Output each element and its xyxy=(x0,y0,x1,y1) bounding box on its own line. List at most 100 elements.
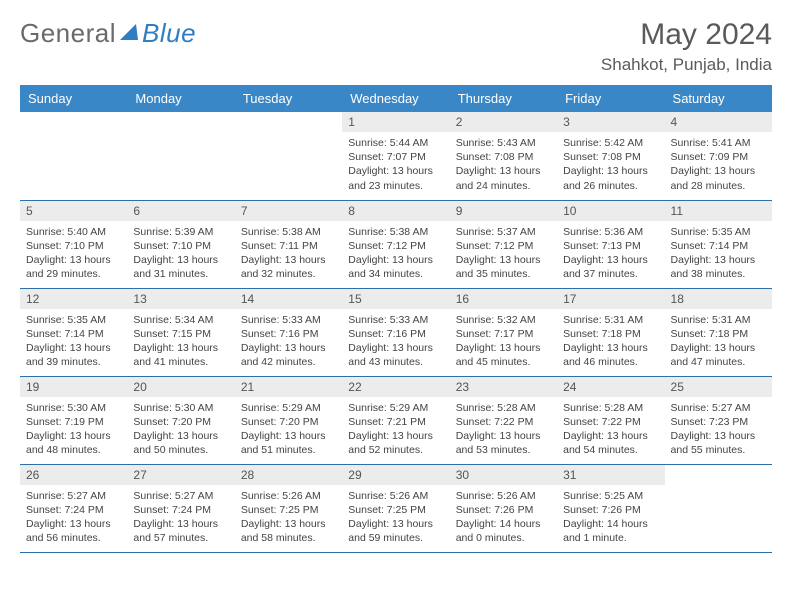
day-details: Sunrise: 5:29 AM Sunset: 7:20 PM Daylight:… xyxy=(235,397,342,464)
calendar-cell: 14Sunrise: 5:33 AMSunset: 7:16 PMDayligh… xyxy=(235,288,342,376)
sunrise-line: Sunrise: 5:26 AM xyxy=(348,490,428,502)
weekday-header: Saturday xyxy=(665,85,772,112)
daylight-line: Daylight: 13 hours and 35 minutes. xyxy=(456,254,541,280)
day-details: Sunrise: 5:28 AM Sunset: 7:22 PM Daylight:… xyxy=(557,397,664,464)
day-details: Sunrise: 5:26 AMSunset: 7:26 PMDaylight:… xyxy=(450,485,557,552)
calendar-cell: 24Sunrise: 5:28 AMSunset: 7:22 PMDayligh… xyxy=(557,376,664,464)
day-number: 19 xyxy=(20,377,127,397)
sunset-line: Sunset: 7:21 PM xyxy=(348,416,426,428)
daylight-line: Daylight: 13 hours and 54 minutes. xyxy=(563,430,648,456)
sunrise-line: Sunrise: 5:29 AM xyxy=(241,402,321,414)
calendar-cell: 9Sunrise: 5:37 AMSunset: 7:12 PMDaylight… xyxy=(450,200,557,288)
calendar-cell: 8Sunrise: 5:38 AMSunset: 7:12 PMDaylight… xyxy=(342,200,449,288)
day-number: 15 xyxy=(342,289,449,309)
calendar-row: 12Sunrise: 5:35 AMSunset: 7:14 PMDayligh… xyxy=(20,288,772,376)
day-details: Sunrise: 5:26 AMSunset: 7:25 PMDaylight:… xyxy=(235,485,342,552)
sunrise-line: Sunrise: 5:26 AM xyxy=(456,490,536,502)
daylight-line: Daylight: 13 hours and 51 minutes. xyxy=(241,430,326,456)
sunrise-line: Sunrise: 5:29 AM xyxy=(348,402,428,414)
sunset-line: Sunset: 7:20 PM xyxy=(241,416,319,428)
sunset-line: Sunset: 7:18 PM xyxy=(671,328,749,340)
day-number: 30 xyxy=(450,465,557,485)
weekday-header: Tuesday xyxy=(235,85,342,112)
daylight-line: Daylight: 13 hours and 26 minutes. xyxy=(563,165,648,191)
sunset-line: Sunset: 7:18 PM xyxy=(563,328,641,340)
day-number: 22 xyxy=(342,377,449,397)
sunrise-line: Sunrise: 5:33 AM xyxy=(241,314,321,326)
sunset-line: Sunset: 7:20 PM xyxy=(133,416,211,428)
calendar-cell: 28Sunrise: 5:26 AMSunset: 7:25 PMDayligh… xyxy=(235,464,342,552)
calendar-row: 26Sunrise: 5:27 AMSunset: 7:24 PMDayligh… xyxy=(20,464,772,552)
sunset-line: Sunset: 7:19 PM xyxy=(26,416,104,428)
weekday-header: Sunday xyxy=(20,85,127,112)
sunset-line: Sunset: 7:14 PM xyxy=(26,328,104,340)
logo: General Blue xyxy=(20,18,196,49)
daylight-line: Daylight: 13 hours and 43 minutes. xyxy=(348,342,433,368)
day-number: 29 xyxy=(342,465,449,485)
day-details: Sunrise: 5:41 AMSunset: 7:09 PMDaylight:… xyxy=(665,132,772,199)
sunset-line: Sunset: 7:24 PM xyxy=(26,504,104,516)
daylight-line: Daylight: 13 hours and 23 minutes. xyxy=(348,165,433,191)
daylight-line: Daylight: 13 hours and 58 minutes. xyxy=(241,518,326,544)
daylight-line: Daylight: 13 hours and 28 minutes. xyxy=(671,165,756,191)
day-number: 23 xyxy=(450,377,557,397)
daylight-line: Daylight: 13 hours and 47 minutes. xyxy=(671,342,756,368)
calendar-row: 5Sunrise: 5:40 AMSunset: 7:10 PMDaylight… xyxy=(20,200,772,288)
day-number: 5 xyxy=(20,201,127,221)
sunset-line: Sunset: 7:26 PM xyxy=(563,504,641,516)
day-details: Sunrise: 5:30 AMSunset: 7:20 PMDaylight:… xyxy=(127,397,234,464)
sunset-line: Sunset: 7:16 PM xyxy=(348,328,426,340)
day-number: 7 xyxy=(235,201,342,221)
calendar-cell: 30Sunrise: 5:26 AMSunset: 7:26 PMDayligh… xyxy=(450,464,557,552)
day-number: 2 xyxy=(450,112,557,132)
title-block: May 2024 Shahkot, Punjab, India xyxy=(601,18,772,75)
weekday-header: Monday xyxy=(127,85,234,112)
sunrise-line: Sunrise: 5:34 AM xyxy=(133,314,213,326)
daylight-line: Daylight: 13 hours and 55 minutes. xyxy=(671,430,756,456)
calendar-cell: 17Sunrise: 5:31 AMSunset: 7:18 PMDayligh… xyxy=(557,288,664,376)
day-details: Sunrise: 5:35 AM Sunset: 7:14 PM Daylight:… xyxy=(20,309,127,376)
sunrise-line: Sunrise: 5:27 AM xyxy=(671,402,751,414)
daylight-line: Daylight: 13 hours and 34 minutes. xyxy=(348,254,433,280)
day-details: Sunrise: 5:37 AMSunset: 7:12 PMDaylight:… xyxy=(450,221,557,288)
day-number: 26 xyxy=(20,465,127,485)
sunrise-line: Sunrise: 5:28 AM xyxy=(563,402,643,414)
sunrise-line: Sunrise: 5:35 AM xyxy=(671,226,751,238)
day-number: 4 xyxy=(665,112,772,132)
calendar-cell: 16Sunrise: 5:32 AMSunset: 7:17 PMDayligh… xyxy=(450,288,557,376)
daylight-line: Daylight: 13 hours and 48 minutes. xyxy=(26,430,111,456)
calendar-body: 1Sunrise: 5:44 AMSunset: 7:07 PMDaylight… xyxy=(20,112,772,552)
daylight-line: Daylight: 13 hours and 57 minutes. xyxy=(133,518,218,544)
daylight-line: Daylight: 13 hours and 53 minutes. xyxy=(456,430,541,456)
weekday-header: Friday xyxy=(557,85,664,112)
day-details: Sunrise: 5:27 AMSunset: 7:24 PMDaylight:… xyxy=(20,485,127,552)
day-details: Sunrise: 5:40 AMSunset: 7:10 PMDaylight:… xyxy=(20,221,127,288)
calendar-cell: 23Sunrise: 5:28 AMSunset: 7:22 PMDayligh… xyxy=(450,376,557,464)
sunset-line: Sunset: 7:16 PM xyxy=(241,328,319,340)
sunrise-line: Sunrise: 5:31 AM xyxy=(563,314,643,326)
day-number: 25 xyxy=(665,377,772,397)
sunrise-line: Sunrise: 5:27 AM xyxy=(133,490,213,502)
day-details: Sunrise: 5:43 AMSunset: 7:08 PMDaylight:… xyxy=(450,132,557,199)
sunset-line: Sunset: 7:22 PM xyxy=(563,416,641,428)
sunrise-line: Sunrise: 5:33 AM xyxy=(348,314,428,326)
calendar-cell: 21 Sunrise: 5:29 AM Sunset: 7:20 PM Dayligh… xyxy=(235,376,342,464)
sunrise-line: Sunrise: 5:35 AM xyxy=(26,314,106,326)
daylight-line: Daylight: 13 hours and 24 minutes. xyxy=(456,165,541,191)
daylight-line: Daylight: 14 hours and 1 minute. xyxy=(563,518,648,544)
day-number: 6 xyxy=(127,201,234,221)
daylight-line: Daylight: 13 hours and 45 minutes. xyxy=(456,342,541,368)
day-number: 3 xyxy=(557,112,664,132)
day-details: Sunrise: 5:44 AMSunset: 7:07 PMDaylight:… xyxy=(342,132,449,199)
day-number: 16 xyxy=(450,289,557,309)
day-number: 20 xyxy=(127,377,234,397)
sunrise-line: Sunrise: 5:36 AM xyxy=(563,226,643,238)
calendar-cell: 19Sunrise: 5:30 AMSunset: 7:19 PMDayligh… xyxy=(20,376,127,464)
logo-text-general: General xyxy=(20,18,116,49)
day-number: 21 xyxy=(235,377,342,397)
sunset-line: Sunset: 7:12 PM xyxy=(456,240,534,252)
sunset-line: Sunset: 7:08 PM xyxy=(563,151,641,163)
day-details: Sunrise: 5:26 AMSunset: 7:25 PMDaylight:… xyxy=(342,485,449,552)
page-title: May 2024 xyxy=(601,18,772,51)
daylight-line: Daylight: 13 hours and 39 minutes. xyxy=(26,342,111,368)
